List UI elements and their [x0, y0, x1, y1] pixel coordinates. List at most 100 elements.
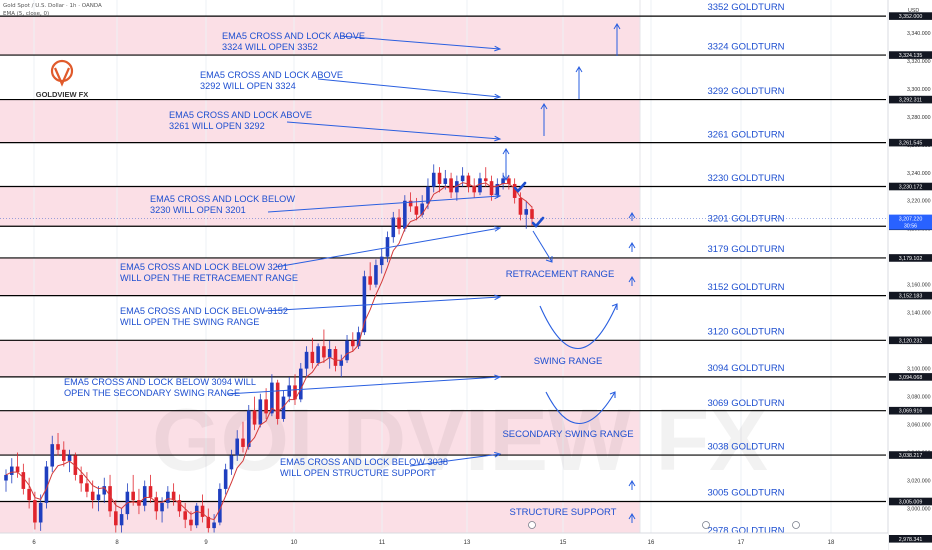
candle[interactable]: [368, 262, 372, 291]
candle[interactable]: [206, 508, 211, 534]
candle[interactable]: [62, 441, 66, 467]
candle[interactable]: [21, 463, 26, 495]
annotation-arrow: [263, 296, 501, 312]
candle[interactable]: [38, 494, 43, 531]
candle[interactable]: [27, 477, 31, 509]
candle[interactable]: [4, 469, 8, 492]
candle[interactable]: [339, 354, 344, 378]
candle-body: [9, 466, 14, 475]
candle[interactable]: [258, 393, 263, 428]
candle-body: [478, 178, 482, 193]
candle[interactable]: [246, 404, 251, 450]
candle[interactable]: [9, 458, 14, 484]
candle-body: [90, 491, 95, 501]
candle[interactable]: [304, 346, 309, 378]
swing-curve: [539, 303, 618, 349]
candle[interactable]: [287, 377, 292, 403]
candle-body: [38, 502, 43, 523]
candle-body: [483, 178, 488, 182]
candle[interactable]: [379, 248, 384, 274]
candle[interactable]: [460, 167, 465, 187]
candle-body: [166, 491, 170, 503]
candle-body: [33, 500, 37, 523]
event-marker-icon[interactable]: [792, 521, 800, 529]
candle[interactable]: [322, 329, 326, 364]
candle[interactable]: [183, 502, 187, 529]
event-marker-icon[interactable]: [702, 521, 710, 529]
candle[interactable]: [177, 494, 182, 517]
candle-body: [96, 494, 101, 501]
candle[interactable]: [351, 332, 355, 352]
candle-body: [223, 469, 228, 489]
candle[interactable]: [160, 497, 164, 523]
y-tick-label: 3,000.000: [907, 507, 931, 513]
candle-body: [327, 349, 332, 358]
candle[interactable]: [96, 486, 101, 512]
candle[interactable]: [507, 175, 511, 190]
candle[interactable]: [229, 449, 234, 475]
candle[interactable]: [85, 472, 89, 498]
candle[interactable]: [472, 178, 476, 198]
candle[interactable]: [79, 466, 83, 492]
candle[interactable]: [310, 337, 315, 369]
candle-body: [183, 511, 187, 520]
candle[interactable]: [154, 491, 159, 520]
candle-body: [108, 486, 112, 512]
candle[interactable]: [431, 164, 436, 193]
candle-body: [345, 340, 349, 361]
candle[interactable]: [15, 452, 20, 478]
candle[interactable]: [403, 195, 407, 232]
candle[interactable]: [235, 430, 240, 461]
price-label-box: [889, 451, 932, 459]
candle[interactable]: [275, 379, 280, 425]
price-label: 3,324.135: [899, 53, 923, 59]
candle[interactable]: [385, 231, 390, 263]
candle[interactable]: [223, 463, 228, 495]
time-axis[interactable]: 6 8 9 10 11 13 15 16 17 18: [0, 521, 888, 550]
candle-body: [316, 346, 320, 364]
candle[interactable]: [298, 363, 303, 403]
y-tick-label: 3,320.000: [907, 59, 931, 65]
candle[interactable]: [524, 200, 529, 229]
candle[interactable]: [264, 388, 268, 419]
candle-body: [85, 483, 89, 492]
candle[interactable]: [345, 335, 349, 364]
candle[interactable]: [44, 460, 49, 509]
candle[interactable]: [316, 343, 320, 366]
candle[interactable]: [171, 483, 176, 506]
candle[interactable]: [327, 340, 332, 369]
candle-body: [379, 256, 384, 266]
candle[interactable]: [437, 167, 442, 193]
candle[interactable]: [56, 432, 60, 456]
candle-body: [431, 172, 436, 187]
candle[interactable]: [449, 172, 453, 198]
candle[interactable]: [391, 211, 396, 243]
candle[interactable]: [119, 508, 124, 537]
candle[interactable]: [455, 175, 459, 201]
candle[interactable]: [252, 396, 257, 431]
candle[interactable]: [241, 421, 245, 453]
candle[interactable]: [102, 477, 107, 503]
candle[interactable]: [362, 270, 367, 336]
candle[interactable]: [466, 172, 471, 193]
candle-body: [524, 209, 529, 215]
candle[interactable]: [166, 486, 170, 509]
candle[interactable]: [148, 474, 153, 503]
candle-body: [287, 385, 292, 397]
candle[interactable]: [218, 483, 222, 526]
event-marker-icon[interactable]: [528, 521, 536, 529]
candle[interactable]: [512, 178, 517, 204]
candle-body: [154, 497, 159, 512]
candle[interactable]: [142, 480, 147, 512]
candle-body: [281, 396, 286, 419]
candle[interactable]: [397, 209, 401, 235]
current-price-box[interactable]: [889, 214, 932, 230]
candle[interactable]: [131, 474, 135, 506]
candle[interactable]: [374, 259, 378, 288]
candle[interactable]: [333, 346, 338, 372]
candle[interactable]: [200, 494, 205, 523]
candle[interactable]: [50, 435, 55, 473]
candle[interactable]: [194, 502, 199, 529]
